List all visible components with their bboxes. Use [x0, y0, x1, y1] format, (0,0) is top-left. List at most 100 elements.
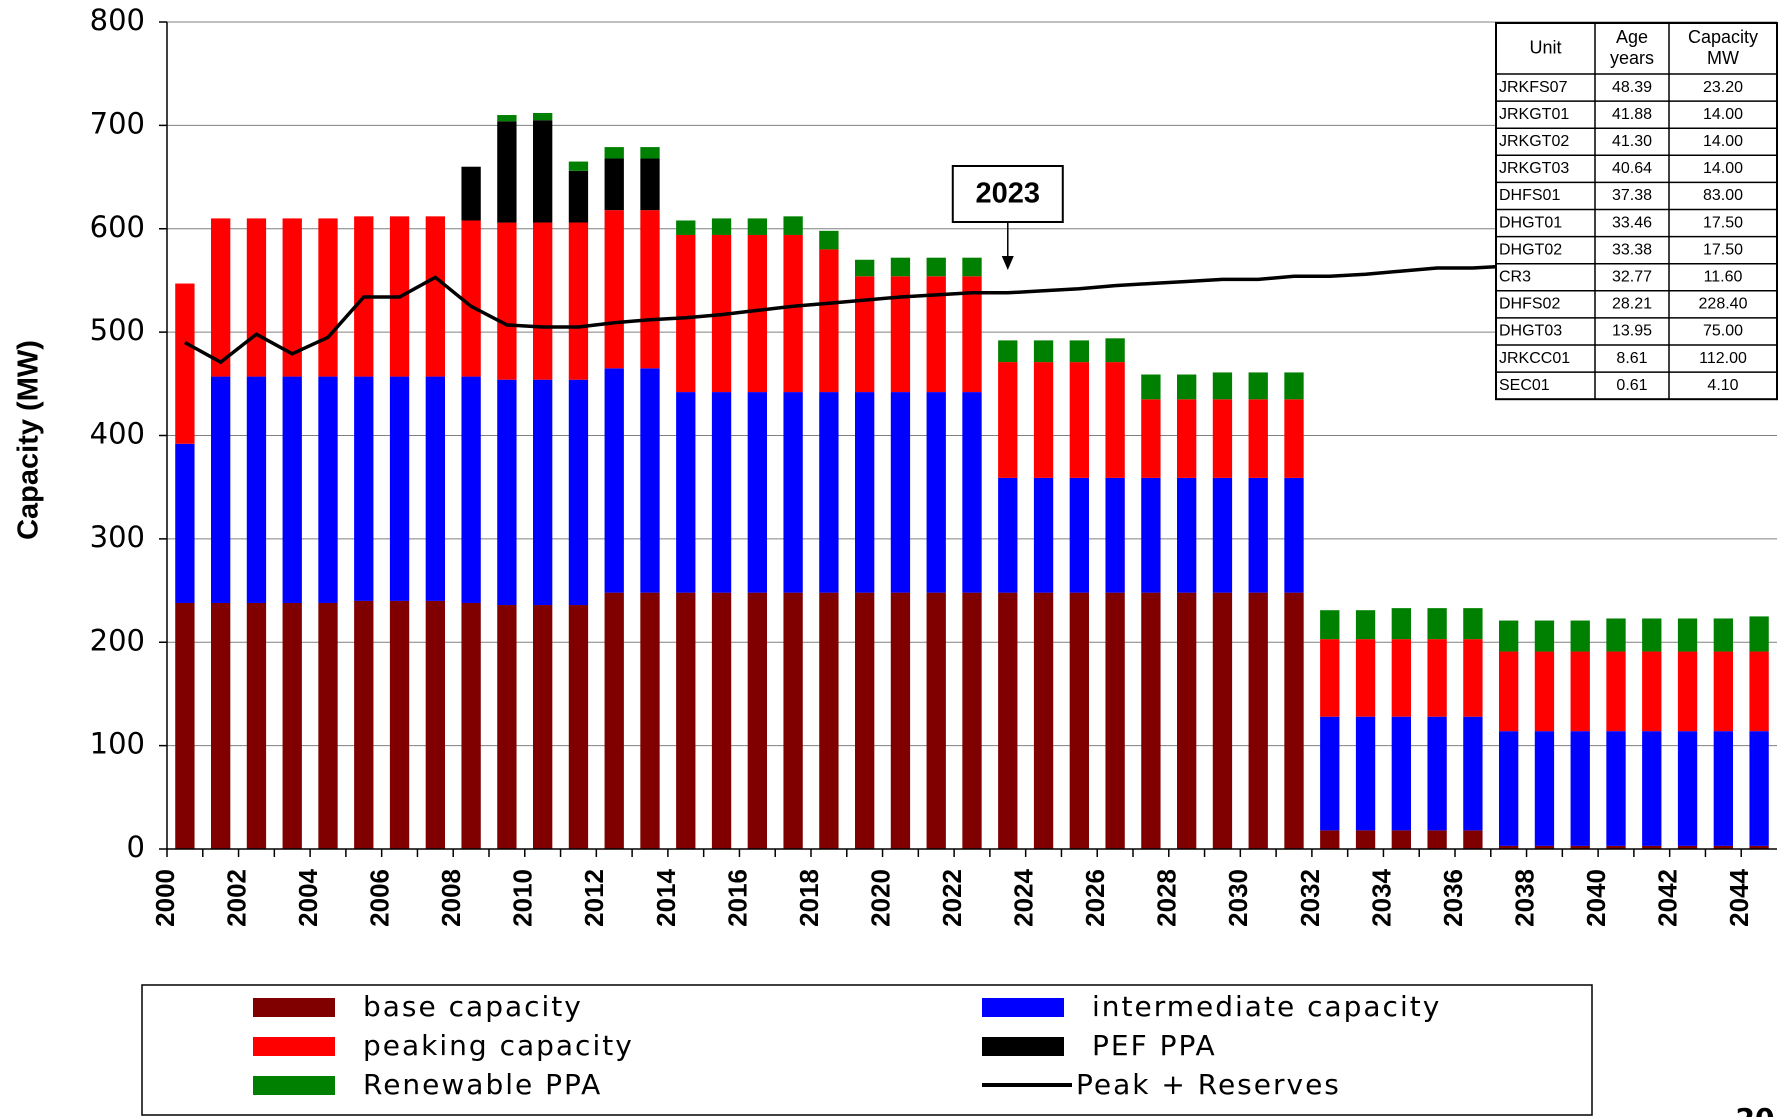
table-cell: DHGT03 [1499, 323, 1562, 340]
bar-segment [1069, 592, 1089, 849]
bar-segment [640, 210, 660, 369]
bar-segment [1606, 651, 1626, 732]
bar-segment [819, 249, 839, 393]
bar-segment [1499, 620, 1519, 652]
legend-label: intermediate capacity [1092, 990, 1441, 1023]
table-cell: 4.10 [1707, 377, 1738, 394]
bar-segment [497, 605, 517, 849]
table-cell: JRKCC01 [1499, 350, 1570, 367]
bar-segment [175, 283, 195, 444]
bar-segment [1248, 372, 1268, 400]
table-cell: 40.64 [1612, 160, 1652, 177]
bar-segment [211, 602, 231, 849]
bar-segment [604, 592, 624, 849]
bar-segment [175, 602, 195, 849]
table-header: years [1610, 48, 1654, 68]
bar-segment [676, 592, 696, 849]
table-cell: JRKGT01 [1499, 106, 1569, 123]
bar-segment [533, 222, 553, 380]
bar-segment [890, 592, 911, 849]
bar-segment [926, 392, 946, 593]
table-cell: 17.50 [1703, 241, 1743, 258]
bar-segment [819, 230, 839, 250]
bar-segment [1212, 372, 1233, 400]
legend-label: Renewable PPA [363, 1068, 602, 1101]
bar-segment [855, 392, 875, 593]
bar-segment [461, 602, 481, 849]
table-cell: DHFS02 [1499, 296, 1560, 313]
bar-segment [1606, 618, 1626, 652]
legend-label: PEF PPA [1092, 1029, 1217, 1062]
y-tick-label: 500 [90, 313, 145, 347]
bar-segment [1570, 620, 1590, 652]
bar-segment [1606, 845, 1626, 849]
bar-segment [819, 392, 839, 593]
bar-segment [1427, 639, 1447, 717]
table-cell: 41.88 [1612, 106, 1652, 123]
bar-segment [1069, 477, 1089, 593]
bar-segment [1141, 592, 1161, 849]
legend-label: base capacity [363, 990, 583, 1023]
bar-segment [1749, 845, 1769, 849]
table-cell: 112.00 [1699, 350, 1747, 367]
bar-segment [747, 592, 767, 849]
bar-segment [1570, 651, 1590, 732]
y-tick-label: 200 [90, 623, 145, 657]
bar-segment [890, 257, 911, 277]
bar-segment [533, 112, 553, 121]
bar-segment [318, 602, 338, 849]
x-tick-label: 2028 [1152, 869, 1182, 927]
bar-segment [1248, 477, 1268, 593]
x-tick-label: 2000 [150, 869, 180, 927]
bar-segment [1177, 374, 1197, 400]
bar-segment [926, 592, 946, 849]
bar-segment [1320, 639, 1340, 717]
bar-segment [1248, 592, 1268, 849]
bar-segment [1499, 731, 1519, 846]
bar-segment [175, 443, 195, 603]
bar-segment [1642, 845, 1662, 849]
bar-segment [461, 376, 481, 603]
table-bg [1495, 22, 1778, 401]
bar-segment [1033, 362, 1054, 478]
bar-segment [1499, 651, 1519, 732]
bar-segment [747, 234, 767, 393]
bar-segment [318, 376, 338, 603]
table-cell: 33.38 [1612, 241, 1652, 258]
bar-segment [533, 605, 553, 849]
table-cell: 28.21 [1612, 296, 1652, 313]
bar-segment [819, 592, 839, 849]
x-tick-label: 2038 [1509, 869, 1539, 927]
bar-segment [998, 592, 1018, 849]
bar-segment [1212, 477, 1233, 593]
table-cell: DHFS01 [1499, 187, 1560, 204]
bar-segment [389, 600, 410, 849]
bar-segment [640, 592, 660, 849]
x-tick-label: 2034 [1366, 868, 1396, 926]
bar-segment [855, 592, 875, 849]
table-cell: 17.50 [1703, 214, 1743, 231]
bar-segment [1105, 477, 1125, 593]
table-cell: 8.61 [1616, 350, 1647, 367]
bar-segment [1284, 592, 1304, 849]
bar-segment [1677, 651, 1698, 732]
x-tick-label: 2036 [1438, 869, 1468, 927]
table-cell: 14.00 [1703, 133, 1743, 150]
bar-segment [1391, 639, 1411, 717]
bar-segment [1320, 610, 1340, 640]
table-cell: DHGT02 [1499, 241, 1562, 258]
bar-segment [783, 234, 803, 393]
bar-segment [962, 392, 982, 593]
bar-segment [461, 166, 481, 221]
bar-segment [1642, 651, 1662, 732]
bar-segment [1713, 618, 1733, 652]
table-cell: JRKGT03 [1499, 160, 1569, 177]
bar-segment [783, 216, 803, 235]
bar-segment [1177, 477, 1197, 593]
bar-segment [1677, 618, 1698, 652]
bar-segment [425, 216, 445, 377]
bar-segment [1320, 830, 1340, 849]
table-cell: 0.61 [1616, 377, 1647, 394]
